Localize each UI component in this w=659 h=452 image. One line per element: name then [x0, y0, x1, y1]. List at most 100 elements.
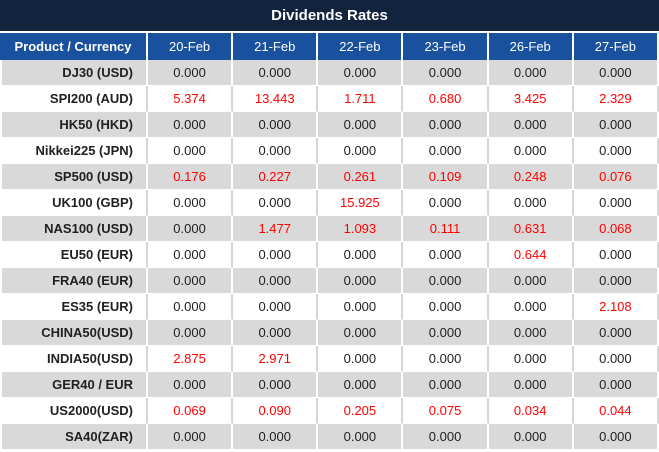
dividend-value: 0.000 [403, 60, 489, 86]
dividend-value: 0.631 [488, 216, 574, 242]
dividend-value: 0.000 [573, 268, 659, 294]
table-row: UK100 (GBP) 0.000 0.000 15.925 0.000 0.000 0.0… [0, 190, 659, 216]
dividend-value: 0.000 [488, 372, 574, 398]
title-bar: Dividends Rates [0, 0, 659, 33]
dividend-value: 0.000 [148, 372, 234, 398]
dividend-value: 0.000 [573, 60, 659, 86]
dividend-value: 0.090 [233, 398, 319, 424]
table-row: CHINA50(USD) 0.000 0.000 0.000 0.000 0.000 0.0… [0, 320, 659, 346]
dividend-value: 0.000 [318, 424, 404, 450]
dividend-value: 0.000 [488, 190, 574, 216]
dividend-value: 0.000 [488, 138, 574, 164]
dividend-value: 0.000 [148, 60, 234, 86]
dividend-value: 0.000 [488, 320, 574, 346]
dividend-value: 0.248 [488, 164, 574, 190]
dividend-value: 0.068 [573, 216, 659, 242]
dividend-value: 2.875 [148, 346, 234, 372]
dividend-value: 13.443 [233, 86, 319, 112]
product-label: SPI200 (AUD) [0, 86, 148, 112]
dividend-value: 0.000 [318, 242, 404, 268]
dividend-value: 0.000 [403, 138, 489, 164]
table-header-row: Product / Currency 20-Feb 21-Feb 22-Feb 23-… [0, 33, 659, 60]
product-label: UK100 (GBP) [0, 190, 148, 216]
dividend-value: 0.111 [403, 216, 489, 242]
column-header-date: 21-Feb [233, 33, 319, 60]
column-header-date: 20-Feb [148, 33, 234, 60]
dividend-value: 0.000 [403, 320, 489, 346]
dividend-value: 0.000 [488, 268, 574, 294]
dividend-value: 0.000 [148, 320, 234, 346]
dividend-value: 0.000 [403, 346, 489, 372]
column-header-date: 26-Feb [488, 33, 574, 60]
dividend-value: 0.034 [488, 398, 574, 424]
table-row: EU50 (EUR) 0.000 0.000 0.000 0.000 0.644 0.000 [0, 242, 659, 268]
table-row: HK50 (HKD) 0.000 0.000 0.000 0.000 0.000 0.000 [0, 112, 659, 138]
dividend-value: 1.093 [318, 216, 404, 242]
table-body: DJ30 (USD) 0.000 0.000 0.000 0.000 0.000 0.000… [0, 60, 659, 450]
table-row: SA40(ZAR) 0.000 0.000 0.000 0.000 0.000 0.000 [0, 424, 659, 450]
dividend-value: 0.000 [233, 424, 319, 450]
product-label: ES35 (EUR) [0, 294, 148, 320]
dividend-value: 0.000 [573, 372, 659, 398]
dividend-value: 0.000 [403, 294, 489, 320]
dividend-value: 0.000 [318, 294, 404, 320]
product-label: Nikkei225 (JPN) [0, 138, 148, 164]
dividend-value: 2.108 [573, 294, 659, 320]
dividend-value: 5.374 [148, 86, 234, 112]
table-row: FRA40 (EUR) 0.000 0.000 0.000 0.000 0.000 0.00… [0, 268, 659, 294]
dividend-value: 0.000 [403, 372, 489, 398]
dividend-value: 0.000 [573, 190, 659, 216]
dividend-value: 0.109 [403, 164, 489, 190]
dividend-value: 0.000 [318, 112, 404, 138]
dividend-value: 1.477 [233, 216, 319, 242]
table-row: DJ30 (USD) 0.000 0.000 0.000 0.000 0.000 0.000 [0, 60, 659, 86]
dividend-value: 0.000 [148, 190, 234, 216]
dividends-rates-table: Product / Currency 20-Feb 21-Feb 22-Feb 23-… [0, 33, 659, 450]
dividend-value: 0.227 [233, 164, 319, 190]
table-row: INDIA50(USD) 2.875 2.971 0.000 0.000 0.000 0.0… [0, 346, 659, 372]
product-label: EU50 (EUR) [0, 242, 148, 268]
dividend-value: 0.000 [148, 268, 234, 294]
dividend-value: 0.075 [403, 398, 489, 424]
product-label: GER40 / EUR [0, 372, 148, 398]
dividend-value: 0.000 [233, 190, 319, 216]
dividend-value: 0.000 [573, 346, 659, 372]
dividend-value: 2.971 [233, 346, 319, 372]
dividend-value: 0.000 [488, 60, 574, 86]
dividend-value: 0.000 [403, 190, 489, 216]
dividend-value: 0.000 [318, 60, 404, 86]
dividend-value: 15.925 [318, 190, 404, 216]
dividend-value: 0.176 [148, 164, 234, 190]
dividend-value: 0.000 [233, 112, 319, 138]
dividend-value: 0.644 [488, 242, 574, 268]
product-label: DJ30 (USD) [0, 60, 148, 86]
dividend-value: 0.000 [233, 268, 319, 294]
dividend-value: 0.000 [403, 424, 489, 450]
column-header-product-currency: Product / Currency [0, 33, 148, 60]
dividend-value: 0.044 [573, 398, 659, 424]
dividend-value: 0.000 [148, 216, 234, 242]
product-label: INDIA50(USD) [0, 346, 148, 372]
product-label: US2000(USD) [0, 398, 148, 424]
dividend-value: 0.680 [403, 86, 489, 112]
dividend-value: 2.329 [573, 86, 659, 112]
dividend-value: 0.069 [148, 398, 234, 424]
dividend-value: 0.000 [573, 320, 659, 346]
dividend-value: 0.000 [403, 112, 489, 138]
dividend-value: 0.000 [233, 242, 319, 268]
dividend-value: 1.711 [318, 86, 404, 112]
table-row: US2000(USD) 0.069 0.090 0.205 0.075 0.034 0.04… [0, 398, 659, 424]
dividend-value: 0.000 [573, 424, 659, 450]
dividend-value: 0.076 [573, 164, 659, 190]
dividend-value: 0.000 [148, 112, 234, 138]
dividend-value: 0.000 [148, 424, 234, 450]
dividend-value: 0.000 [573, 138, 659, 164]
dividend-value: 0.000 [233, 372, 319, 398]
dividend-value: 0.000 [148, 242, 234, 268]
dividend-value: 0.000 [148, 138, 234, 164]
dividend-value: 0.000 [403, 242, 489, 268]
table-row: Nikkei225 (JPN) 0.000 0.000 0.000 0.000 0.000… [0, 138, 659, 164]
dividend-value: 0.000 [233, 320, 319, 346]
table-row: SP500 (USD) 0.176 0.227 0.261 0.109 0.248 0.07… [0, 164, 659, 190]
dividend-value: 0.000 [233, 60, 319, 86]
